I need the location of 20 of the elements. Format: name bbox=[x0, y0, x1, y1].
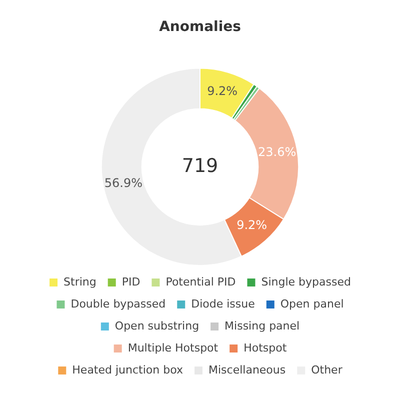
legend-label: Open substring bbox=[114, 319, 200, 332]
chart-title: Anomalies bbox=[159, 19, 241, 36]
data-label: 9.2% bbox=[236, 218, 268, 232]
legend-label: Single bypassed bbox=[261, 275, 351, 288]
legend-label: Other bbox=[311, 363, 343, 376]
legend-label: Diode issue bbox=[191, 297, 256, 310]
legend-label: Potential PID bbox=[166, 275, 236, 288]
legend-label: Multiple Hotspot bbox=[128, 341, 219, 354]
legend-label: Missing panel bbox=[224, 319, 300, 332]
legend-label: Hotspot bbox=[244, 341, 288, 354]
data-label: 9.2% bbox=[207, 84, 238, 98]
legend-label: Open panel bbox=[280, 297, 344, 310]
legend-label: Miscellaneous bbox=[208, 363, 286, 376]
legend-label: String bbox=[64, 275, 96, 288]
legend-label: Heated junction box bbox=[72, 363, 184, 376]
legend-label: PID bbox=[122, 275, 140, 288]
legend-label: Double bypassed bbox=[70, 297, 166, 310]
data-label: 23.6% bbox=[258, 144, 296, 159]
text: 719 bbox=[182, 154, 218, 177]
data-label: 56.9% bbox=[104, 176, 143, 190]
